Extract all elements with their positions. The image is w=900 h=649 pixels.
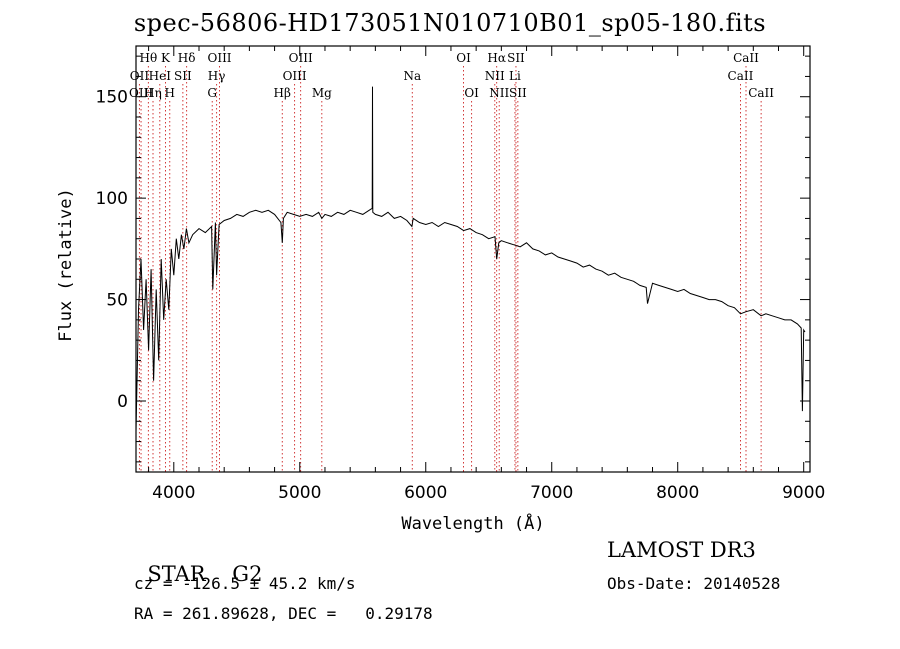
y-axis-label: Flux (relative) (56, 188, 76, 342)
spectrum-line (135, 86, 806, 432)
line-label-2: OIII (129, 86, 153, 100)
line-label-3: K (161, 51, 171, 65)
line-label-5: Hη (144, 86, 162, 100)
line-label-13: OIII (289, 51, 313, 65)
x-axis-label: Wavelength (Å) (401, 512, 544, 534)
line-label-26: CaII (728, 69, 754, 83)
line-label-8: Hδ (178, 51, 196, 65)
x-tick-label-5: 9000 (782, 483, 825, 503)
line-label-10: Hγ (208, 69, 226, 83)
line-label-20: NII (485, 69, 505, 83)
line-label-19: Hα (487, 51, 506, 65)
y-tick-label-0: 0 (117, 392, 128, 412)
line-label-25: CaII (733, 51, 759, 65)
y-tick-label-2: 100 (96, 189, 128, 209)
x-tick-label-2: 6000 (404, 483, 447, 503)
line-label-0: Hθ (139, 51, 157, 65)
line-label-27: CaII (748, 86, 774, 100)
line-label-12: Hβ (274, 86, 291, 100)
x-tick-label-3: 7000 (530, 483, 573, 503)
line-label-14: OIII (283, 69, 307, 83)
line-label-6: SII (174, 69, 192, 83)
line-label-17: OI (456, 51, 471, 65)
line-label-21: NII (489, 86, 509, 100)
x-tick-label-0: 4000 (152, 483, 195, 503)
line-label-24: SII (509, 86, 527, 100)
line-label-23: Li (509, 69, 521, 83)
line-label-9: OIII (207, 51, 231, 65)
line-label-18: OI (464, 86, 479, 100)
object-subclass: G2 (232, 562, 263, 586)
y-tick-label-1: 50 (106, 291, 128, 311)
survey-name: LAMOST DR3 (607, 538, 756, 562)
x-tick-label-4: 8000 (656, 483, 699, 503)
obs-date: Obs-Date: 20140528 (607, 574, 781, 593)
line-label-11: G (207, 86, 217, 100)
line-label-22: SII (507, 51, 525, 65)
line-label-15: Mg (312, 86, 332, 100)
chart-title: spec-56806-HD173051N010710B01_sp05-180.f… (133, 9, 767, 37)
redshift-cz: cz = -126.5 ± 45.2 km/s (134, 574, 356, 593)
line-label-4: HeI (149, 69, 172, 83)
axes-frame (135, 45, 811, 473)
line-label-16: Na (403, 69, 421, 83)
x-tick-label-1: 5000 (278, 483, 321, 503)
line-label-7: H (165, 86, 175, 100)
object-type: STAR (147, 562, 206, 586)
ra-dec-coords: RA = 261.89628, DEC = 0.29178 (134, 604, 433, 623)
line-label-1: OII (130, 69, 150, 83)
y-tick-label-3: 150 (96, 88, 128, 108)
